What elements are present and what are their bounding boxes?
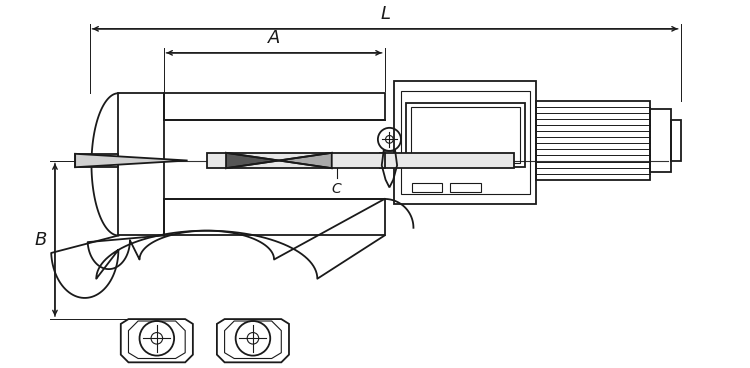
- Bar: [412, 183, 442, 192]
- Text: C: C: [332, 182, 341, 196]
- Polygon shape: [279, 153, 332, 168]
- Polygon shape: [75, 154, 188, 167]
- Bar: [671, 120, 681, 160]
- Bar: [410, 107, 520, 163]
- Text: B: B: [35, 231, 47, 249]
- Bar: [536, 101, 650, 180]
- Text: L: L: [380, 5, 390, 23]
- Bar: [450, 183, 481, 192]
- Bar: [650, 109, 671, 172]
- Bar: [207, 153, 385, 168]
- Bar: [401, 91, 530, 194]
- Bar: [380, 153, 514, 168]
- Bar: [75, 154, 118, 167]
- Polygon shape: [226, 153, 279, 168]
- Bar: [164, 199, 385, 236]
- Text: A: A: [268, 29, 280, 47]
- Bar: [394, 81, 536, 204]
- Bar: [406, 103, 525, 167]
- Bar: [118, 93, 164, 236]
- Bar: [164, 93, 385, 120]
